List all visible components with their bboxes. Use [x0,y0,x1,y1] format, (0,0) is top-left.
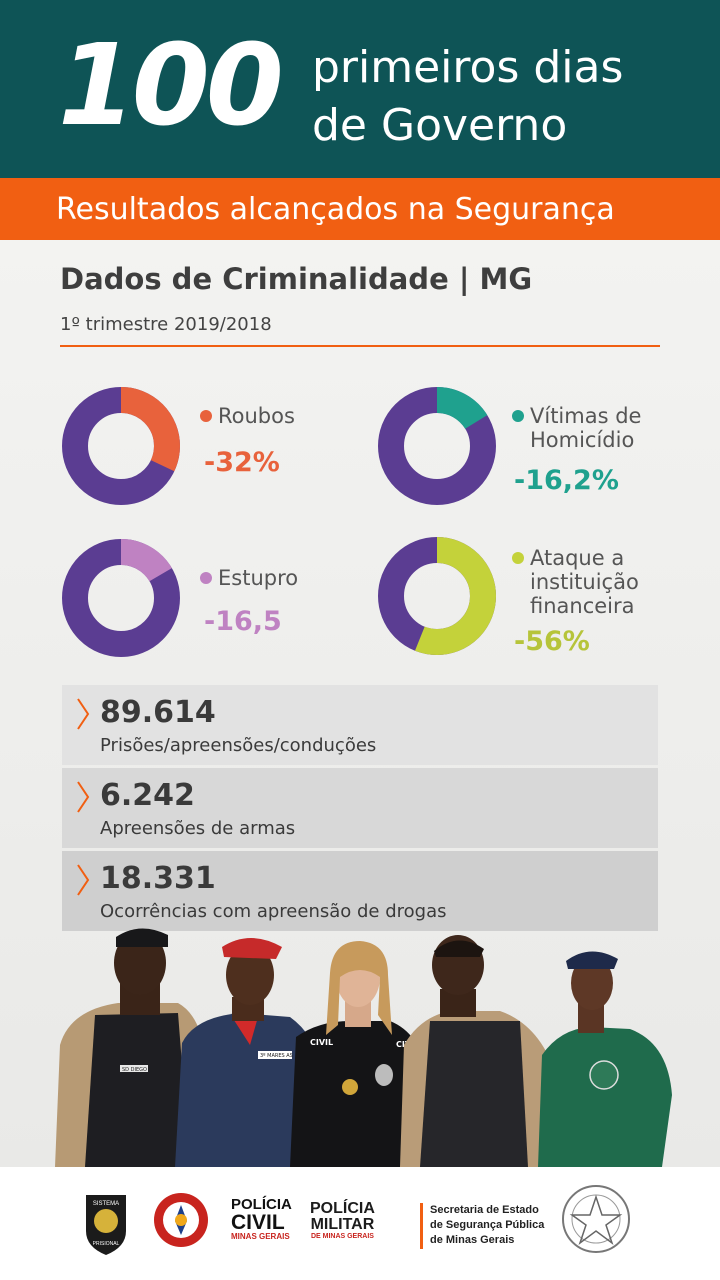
secretaria-divider [420,1203,423,1249]
badge-text: 3º MARES AS [260,1053,293,1059]
pct-roubos: -32% [204,447,280,478]
logo-text: Secretaria de Estado [430,1204,539,1216]
logo-text: PRISIONAL [93,1241,120,1247]
officer-environmental [538,951,672,1167]
subheader-bar: Resultados alcançados na Segurança [0,178,720,240]
logo-text: MINAS GERAIS [231,1232,290,1241]
footer-logos: SISTEMA PRISIONAL POLÍCIA CIVIL MINAS GE… [0,1167,720,1280]
estado-seal-logo [562,1185,630,1253]
legend-homicidio: Vítimas de Homicídio [512,404,641,452]
pct-homicidio: -16,2% [514,465,619,496]
legend-label: Homicídio [530,428,635,452]
legend-label: Ataque a [530,546,625,570]
donut-segment [378,387,496,505]
policia-civil-logo: POLÍCIA CIVIL MINAS GERAIS [231,1197,292,1241]
stat-drogas: 18.331 Ocorrências com apreensão de drog… [62,851,658,931]
donut-chart-homicidio [378,387,496,505]
pct-estupro: -16,5 [204,606,282,637]
stat-label: Prisões/apreensões/conduções [100,735,377,756]
logo-text: POLÍCIA [310,1200,375,1217]
officers-photo: SD DIEGO 3º MARES AS CIVIL CIVIL [55,928,672,1167]
bombeiros-logo [154,1193,208,1247]
donut-segment [378,537,496,655]
logo-text: MILITAR [310,1216,375,1233]
donut-segment [62,387,180,505]
legend-label: instituição [530,570,639,594]
legend-dot [512,552,524,564]
legend-label: Roubos [218,404,295,428]
stat-label: Apreensões de armas [100,818,296,839]
legend-estupro: Estupro [200,566,298,590]
stat-value: 6.242 [100,778,195,813]
section-title: Dados de Criminalidade | MG [60,262,533,296]
logo-text: de Segurança Pública [430,1219,545,1231]
legend-dot [200,410,212,422]
legend-label: Vítimas de [530,404,642,428]
headline-number: 100 [58,21,284,151]
donut-chart-ataque [378,537,496,655]
officer-firefighter: 3º MARES AS [175,938,318,1167]
legend-ataque: Ataque a instituição financeira [512,546,639,618]
legend-label: Estupro [218,566,299,590]
officer-military-police: SD DIEGO [55,928,205,1167]
donut-segment [62,539,180,657]
subheader-text: Resultados alcançados na Segurança [56,192,615,227]
stat-prisoes: 89.614 Prisões/apreensões/conduções [62,685,658,765]
logo-text: SISTEMA [93,1201,119,1207]
stat-label: Ocorrências com apreensão de drogas [100,901,447,922]
chevron-right-icon [77,698,90,730]
headline-line-1: primeiros dias [312,42,624,93]
badge-text: CIVIL [310,1038,333,1047]
donut-chart-estupro [62,539,180,657]
stat-value: 18.331 [100,861,216,896]
section-divider [60,345,660,347]
chevron-right-icon [77,781,90,813]
officer-civil-police: CIVIL CIVIL [290,941,428,1167]
stat-value: 89.614 [100,695,216,730]
stat-armas: 6.242 Apreensões de armas [62,768,658,848]
logo-text: DE MINAS GERAIS [310,1233,374,1240]
logo-text: POLÍCIA [231,1196,292,1213]
policia-militar-logo: POLÍCIA MILITAR DE MINAS GERAIS [310,1200,375,1241]
headline-line-2: de Governo [312,100,568,151]
donut-chart-roubos [62,387,180,505]
sistema-prisional-logo: SISTEMA PRISIONAL [86,1195,126,1255]
pct-ataque: -56% [514,626,590,657]
logo-text: CIVIL [231,1211,285,1234]
section-subtitle: 1º trimestre 2019/2018 [60,314,272,335]
legend-dot [200,572,212,584]
chevron-right-icon [77,864,90,896]
header-banner: 100 primeiros dias de Governo [0,0,720,178]
legend-roubos: Roubos [200,404,295,428]
officer-prison-guard [400,935,556,1167]
secretaria-logo: Secretaria de Estado de Segurança Públic… [430,1203,544,1248]
logo-text: de Minas Gerais [430,1234,515,1246]
legend-dot [512,410,524,422]
legend-label: financeira [530,594,635,618]
badge-text: SD DIEGO [122,1067,147,1073]
